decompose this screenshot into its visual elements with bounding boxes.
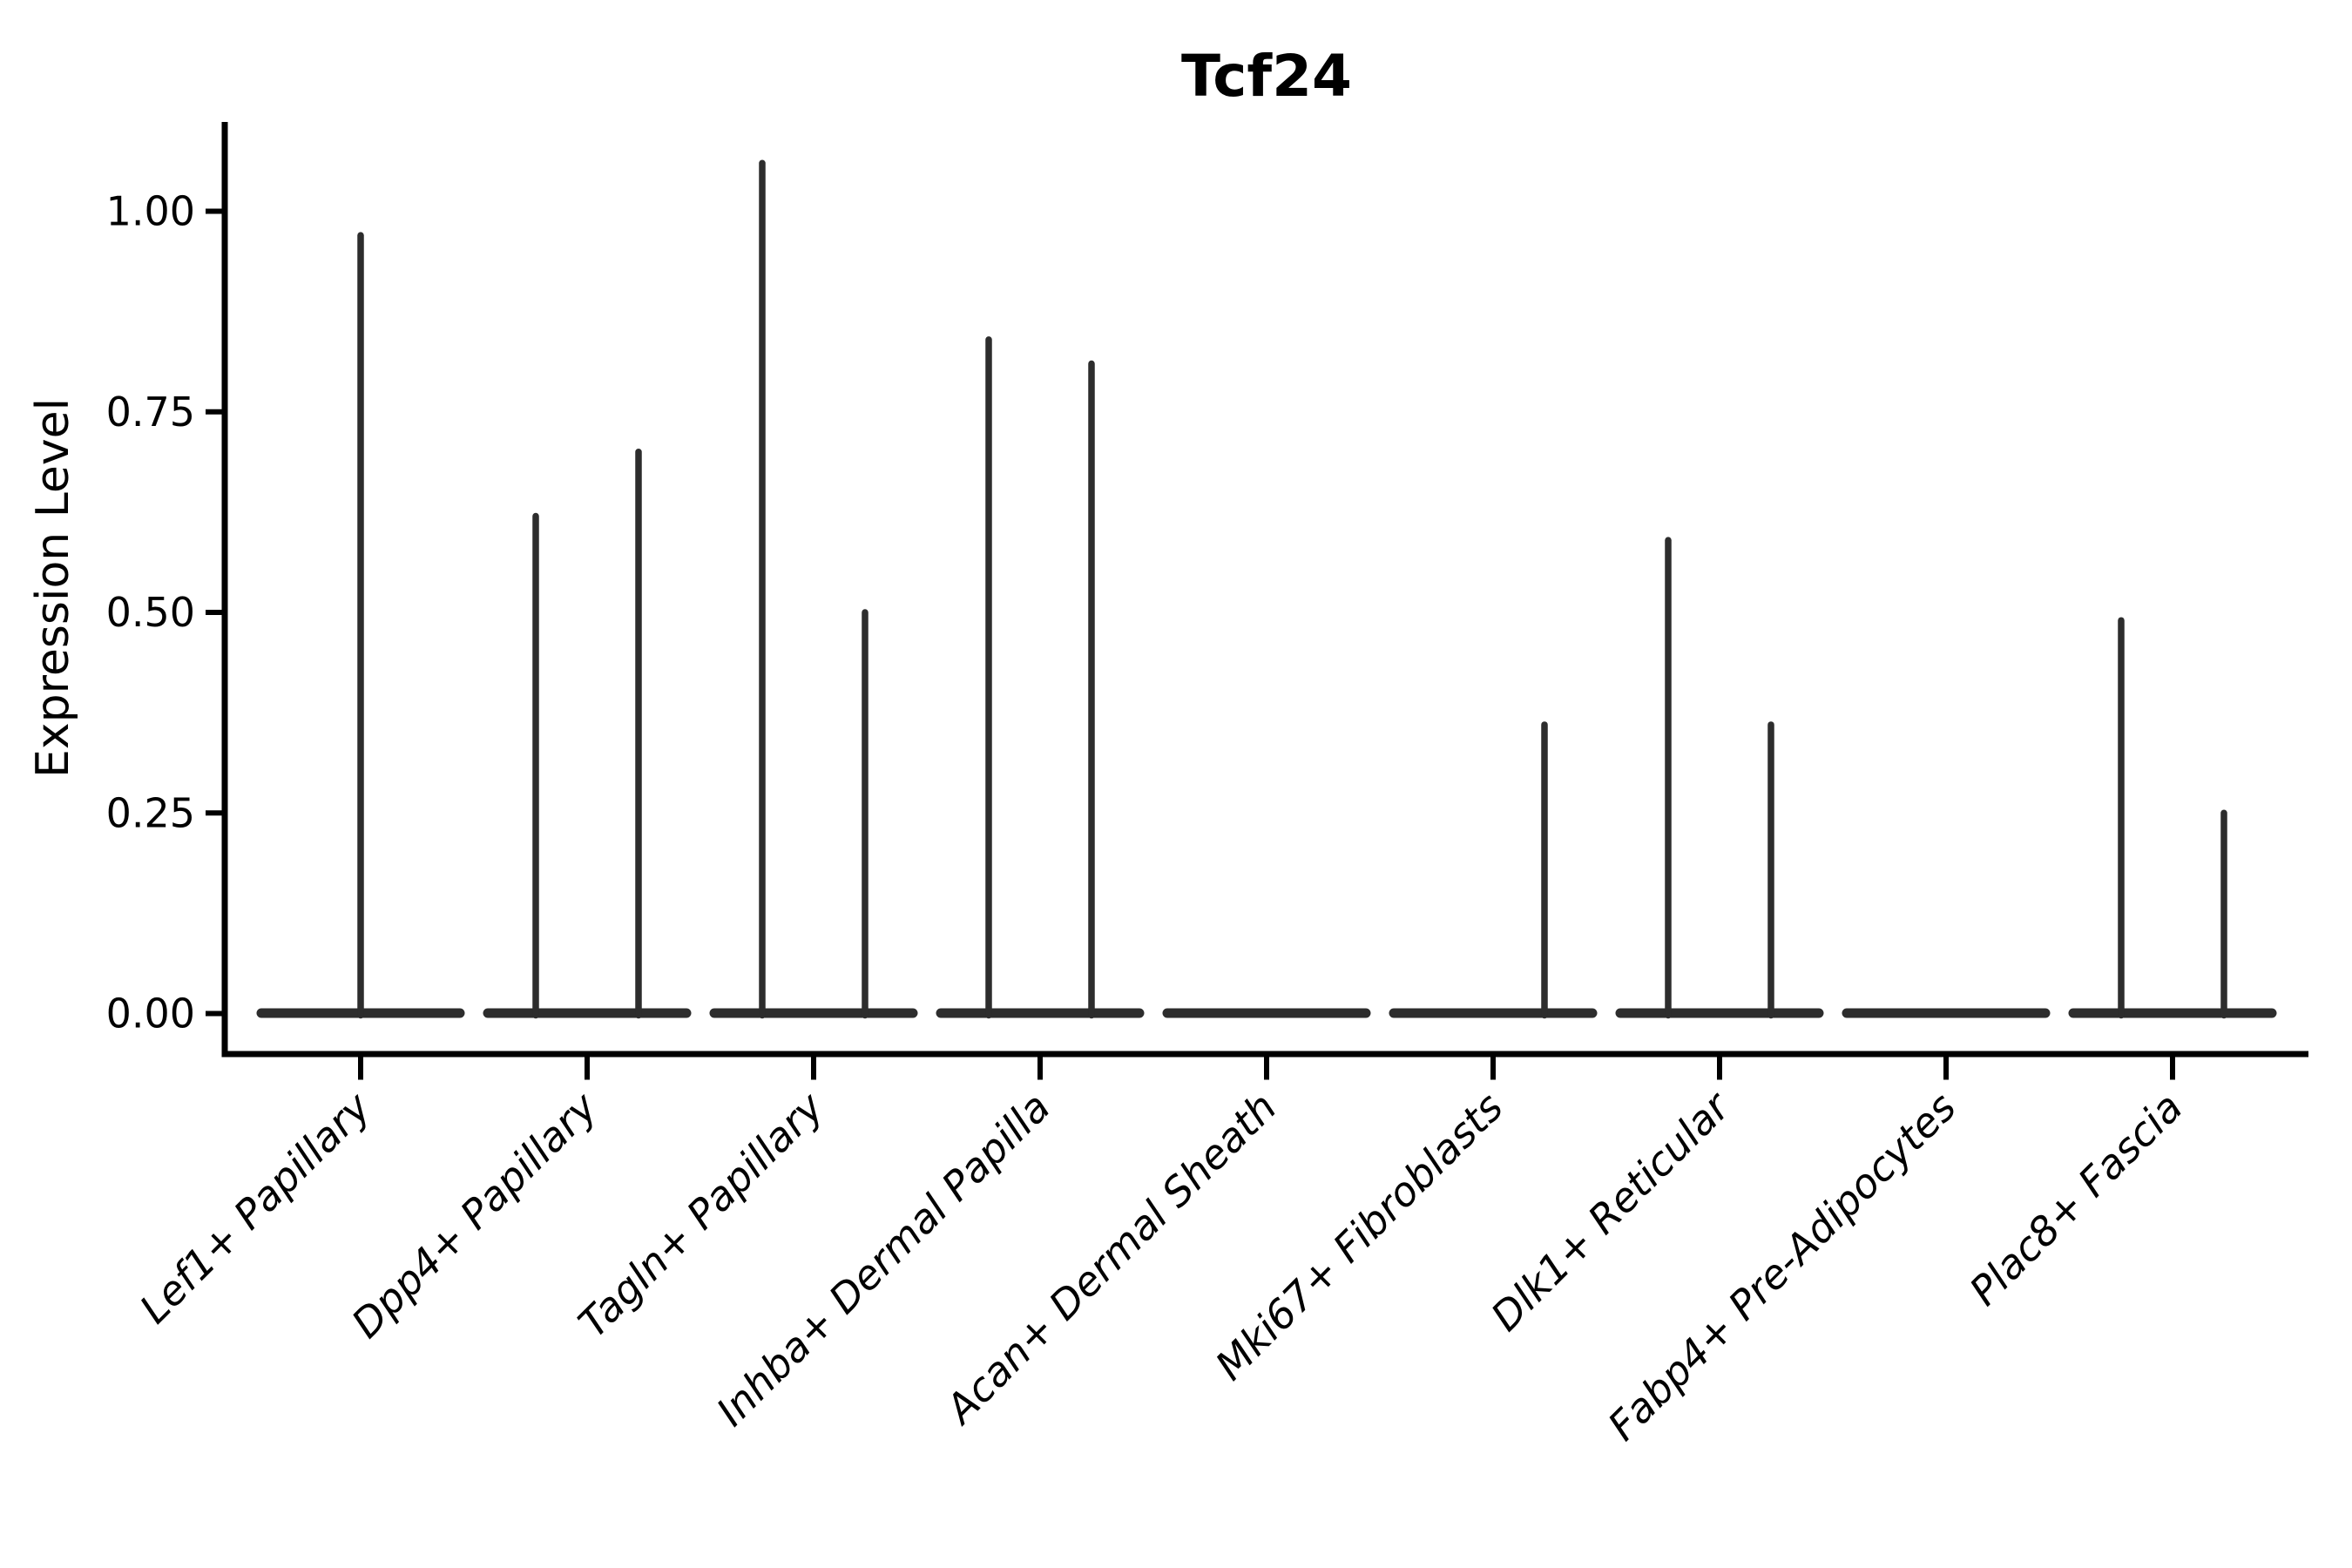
y-tick-label: 0.75 (106, 389, 195, 436)
y-tick-label: 0.50 (106, 589, 195, 636)
y-tick-label: 1.00 (106, 188, 195, 235)
violin-plac8-fascia (2068, 617, 2277, 1019)
violin-dlk1-reticular (1615, 537, 1824, 1019)
chart-title: Tcf24 (1181, 43, 1352, 110)
y-tick-label: 0.25 (106, 789, 195, 836)
y-axis-label: Expression Level (27, 398, 79, 778)
violin-dpp4-papillary (483, 449, 692, 1019)
violin-lef1-papillary (256, 232, 465, 1019)
violin-inhba-dermal-papilla (936, 336, 1145, 1019)
violin-mki67-fibroblasts (1389, 721, 1598, 1019)
y-tick-label: 0.00 (106, 990, 195, 1037)
axis-spines (221, 122, 2308, 1058)
violin-tagln-papillary (709, 159, 918, 1019)
